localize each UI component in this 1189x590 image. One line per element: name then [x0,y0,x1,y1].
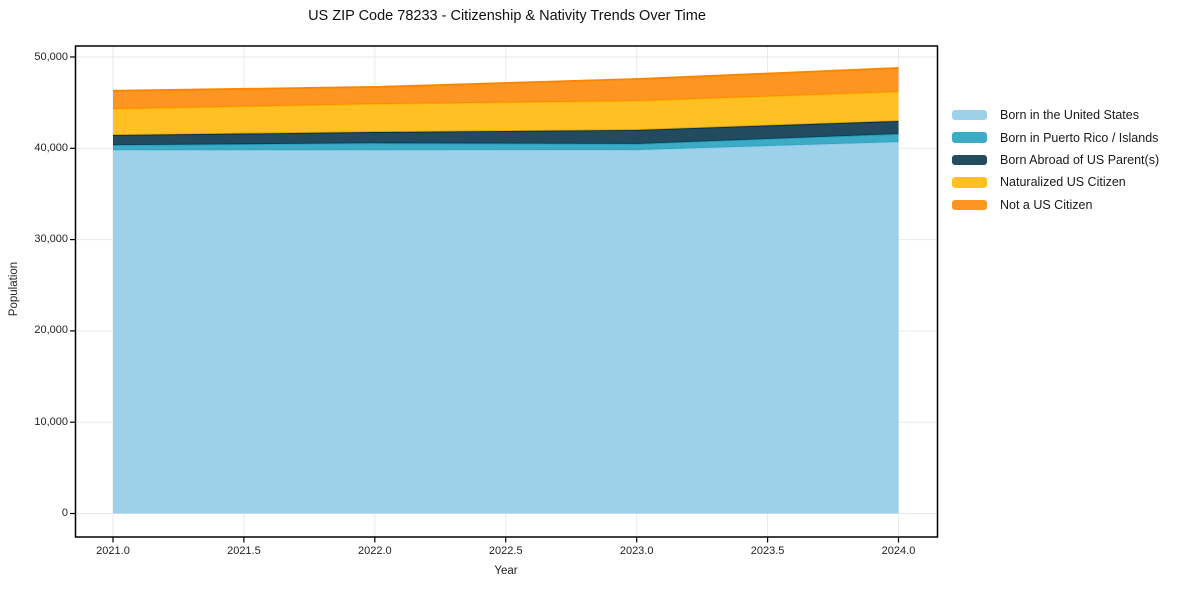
legend-swatch-icon [952,177,987,188]
area-series-0 [113,142,899,514]
legend-item: Not a US Citizen [952,194,1159,216]
legend-item: Born Abroad of US Parent(s) [952,149,1159,171]
legend-swatch-icon [952,199,987,210]
area-series-2-edge [112,120,899,136]
y-tick-label: 30,000 [34,233,68,246]
plot-frame [74,45,939,538]
y-tick-label: 40,000 [34,141,68,154]
area-series-1 [113,133,899,151]
y-tick-label: 10,000 [34,415,68,428]
legend-item: Born in the United States [952,104,1159,126]
legend-label: Born Abroad of US Parent(s) [1000,152,1160,167]
legend-item: Naturalized US Citizen [952,171,1159,193]
legend: Born in the United States Born in Puerto … [952,104,1159,216]
x-axis-label: Year [494,565,518,577]
x-tick-label: 2023.5 [750,545,785,557]
y-tick-label: 0 [61,507,68,519]
y-tick-label: 50,000 [34,50,68,63]
legend-label: Born in the United States [1000,108,1139,123]
legend-label: Born in Puerto Rico / Islands [1000,130,1159,145]
x-tick-label: 2021.0 [96,545,130,557]
legend-label: Not a US Citizen [1000,197,1093,212]
x-tick-label: 2023.0 [619,545,654,557]
legend-label: Naturalized US Citizen [1000,175,1126,190]
x-tick-label: 2024.0 [881,545,916,557]
legend-swatch-icon [952,109,987,121]
y-axis-label: Population [8,261,20,317]
x-tick-label: 2022.0 [358,545,392,557]
x-tick-label: 2022.5 [488,545,523,557]
area-series-4 [113,67,899,110]
area-series-4-edge [112,67,899,92]
chart-title: US ZIP Code 78233 - Citizenship & Nativi… [308,8,706,24]
area-series-3 [113,91,899,136]
area-series-2 [113,121,899,146]
legend-swatch-icon [952,132,987,143]
legend-swatch-icon [952,154,987,166]
x-tick-label: 2021.5 [227,545,261,557]
legend-item: Born in Puerto Rico / Islands [952,126,1159,148]
y-tick-label: 20,000 [34,324,68,337]
